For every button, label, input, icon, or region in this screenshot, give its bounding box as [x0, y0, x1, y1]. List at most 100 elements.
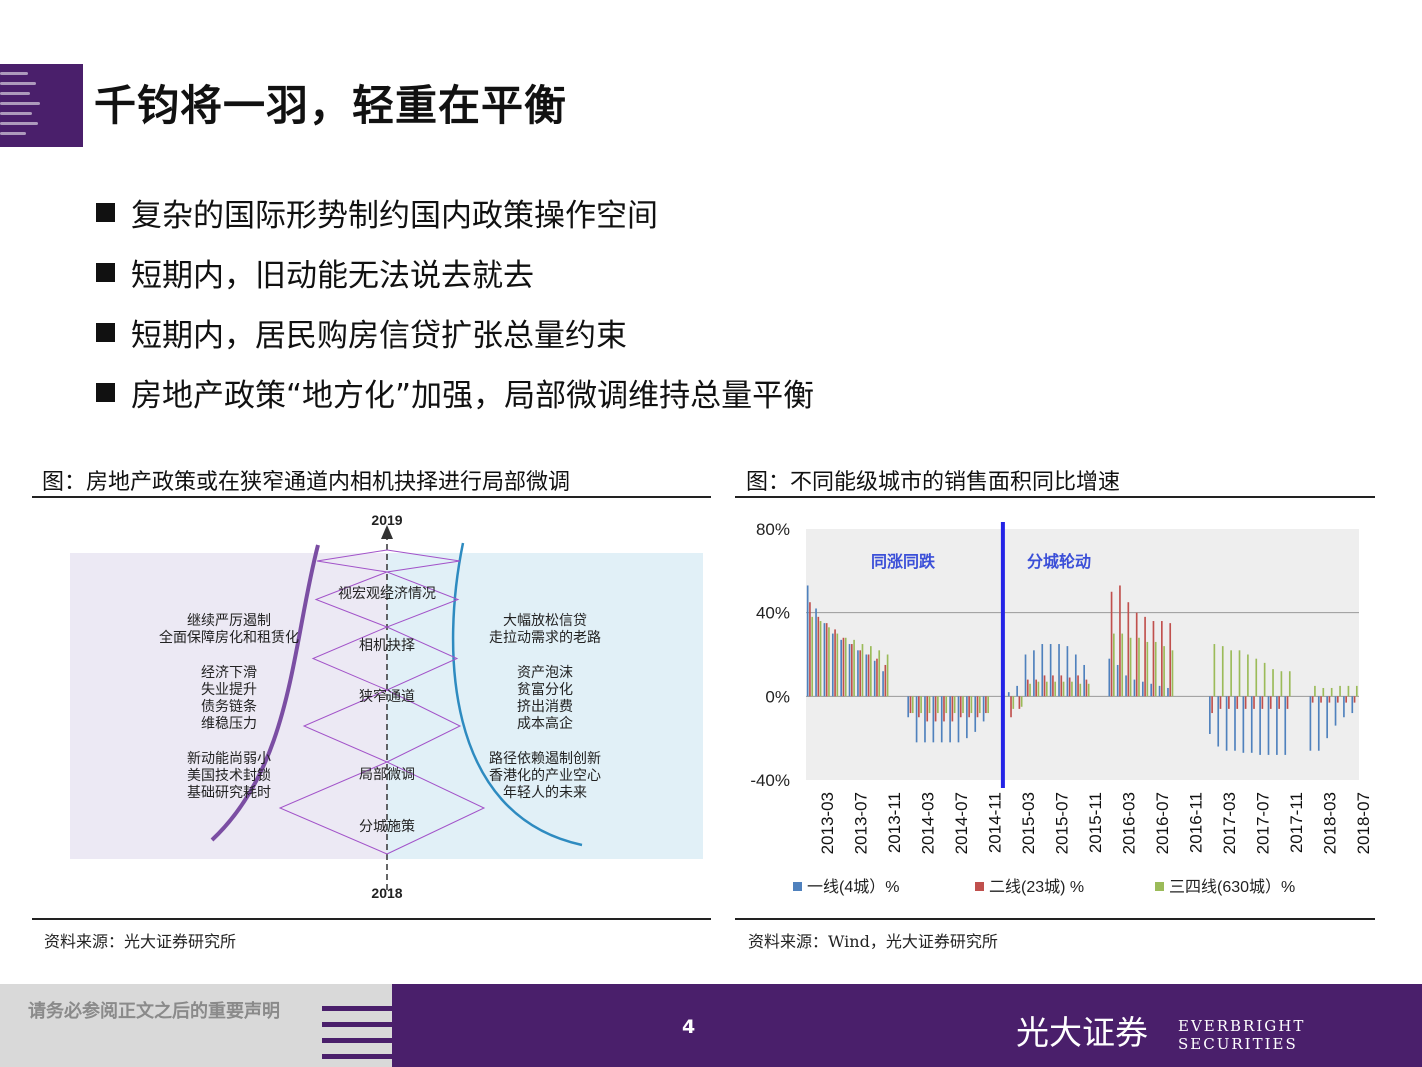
- bar-mark: [886, 654, 889, 697]
- zigzag-left-line: [278, 549, 389, 855]
- bar-mark: [809, 602, 811, 697]
- x-tick-label: 2014-11: [986, 792, 1005, 853]
- bar-mark: [951, 696, 954, 722]
- bar-mark: [836, 633, 839, 697]
- bar-mark: [1317, 696, 1320, 751]
- bar-mark: [1062, 681, 1065, 697]
- bar-mark: [968, 696, 970, 718]
- bar-mark: [1309, 696, 1312, 751]
- bar-mark: [1152, 621, 1155, 697]
- bar-mark: [1322, 687, 1325, 697]
- bar-mark: [1234, 696, 1236, 751]
- bar-mark: [943, 696, 945, 722]
- page-number: 4: [682, 1016, 696, 1038]
- bar-mark: [1007, 692, 1010, 697]
- bar-mark: [1041, 644, 1044, 697]
- legend-swatch: [793, 882, 802, 891]
- bar-mark: [1339, 685, 1341, 697]
- bar-mark: [1272, 669, 1274, 697]
- bar-mark: [1284, 696, 1287, 755]
- bar-mark: [1242, 696, 1245, 753]
- bar-mark: [1225, 696, 1228, 751]
- bar-mark: [966, 696, 968, 739]
- square-bullet-icon: [96, 202, 115, 222]
- bar-mark: [1236, 696, 1239, 709]
- legend-swatch: [1155, 882, 1164, 891]
- bar-mark: [1133, 679, 1136, 697]
- year-bottom-label: 2018: [371, 885, 402, 901]
- bullet-item: 房地产政策“地方化”加强，局部微调维持总量平衡: [96, 362, 814, 422]
- bar-mark: [1355, 685, 1358, 697]
- square-bullet-icon: [96, 322, 115, 342]
- bar-mark: [918, 696, 920, 718]
- bar-mark: [1209, 696, 1211, 734]
- bar-mark: [859, 650, 862, 697]
- bar-mark: [1247, 654, 1249, 697]
- bar-mark: [1054, 681, 1057, 697]
- x-tick-label: 2016-07: [1153, 792, 1172, 854]
- left-group-line: 经济下滑: [201, 664, 257, 680]
- bar-mark: [1347, 685, 1350, 697]
- bar-mark: [976, 696, 979, 718]
- center-label: 局部微调: [359, 766, 415, 782]
- footer-stripe: [322, 1054, 392, 1059]
- x-tick-label: 2018-03: [1321, 792, 1340, 854]
- bar-mark: [882, 671, 884, 697]
- bullet-text: 短期内，旧动能无法说去就去: [131, 257, 534, 294]
- bar-mark: [823, 623, 826, 697]
- bar-mark: [1121, 633, 1124, 697]
- left-group-line: 基础研究耗时: [187, 784, 271, 800]
- bar-mark: [1049, 644, 1052, 697]
- bar-mark: [1211, 696, 1213, 714]
- bar-mark: [1144, 616, 1146, 697]
- bar-mark: [1113, 633, 1115, 697]
- zigzag-lines: [278, 549, 486, 855]
- center-label: 狭窄通道: [359, 688, 415, 704]
- bar-mark: [844, 637, 847, 697]
- bar-mark: [1135, 612, 1138, 697]
- bar-mark: [1288, 671, 1291, 697]
- bar-mark: [840, 639, 843, 697]
- bar-mark: [884, 664, 887, 697]
- right-group-line: 路径依赖遏制创新: [489, 750, 601, 766]
- legend-swatch: [975, 882, 984, 891]
- right-group-line: 挤出消费: [517, 698, 573, 714]
- bar-mark: [1037, 681, 1040, 697]
- bar-mark: [848, 644, 851, 697]
- right-group-line: 资产泡沫: [517, 664, 573, 680]
- bar-mark: [842, 637, 845, 697]
- bar-mark: [1286, 696, 1289, 709]
- square-bullet-icon: [96, 382, 115, 402]
- bar-mark: [865, 654, 868, 697]
- bar-mark: [920, 696, 922, 714]
- bar-mark: [1018, 696, 1021, 709]
- bar-mark: [1221, 646, 1224, 697]
- x-tick-label: 2018-07: [1354, 792, 1373, 854]
- bar-mark: [1033, 650, 1035, 697]
- figure-left-bottom-rule: [32, 918, 711, 920]
- bar-mark: [1278, 696, 1280, 709]
- bar-mark: [957, 696, 960, 743]
- bar-mark: [806, 585, 809, 697]
- square-bullet-icon: [96, 262, 115, 282]
- bar-mark: [1024, 654, 1027, 697]
- page-title: 千钧将一羽，轻重在平衡: [94, 81, 568, 130]
- legend-label: 二线(23城) %: [989, 878, 1084, 896]
- x-tick-label: 2015-11: [1086, 792, 1105, 853]
- x-tick-label: 2014-07: [952, 792, 971, 854]
- figure-left-source: 资料来源：光大证券研究所: [44, 932, 237, 951]
- bar-mark: [932, 696, 935, 743]
- bar-mark: [1230, 650, 1232, 697]
- left-group-line: 债务链条: [201, 698, 257, 714]
- bar-mark: [1213, 644, 1216, 697]
- bar-mark: [1343, 696, 1345, 718]
- left-group-line: 失业提升: [201, 681, 257, 697]
- left-group-line: 继续严厉遏制: [187, 612, 271, 628]
- bar-mark: [1085, 679, 1088, 697]
- bar-mark: [1244, 696, 1247, 709]
- bar-mark: [1146, 641, 1149, 697]
- bar-mark: [1334, 696, 1337, 726]
- arrow-head-icon: [381, 525, 393, 539]
- bar-mark: [1280, 671, 1283, 697]
